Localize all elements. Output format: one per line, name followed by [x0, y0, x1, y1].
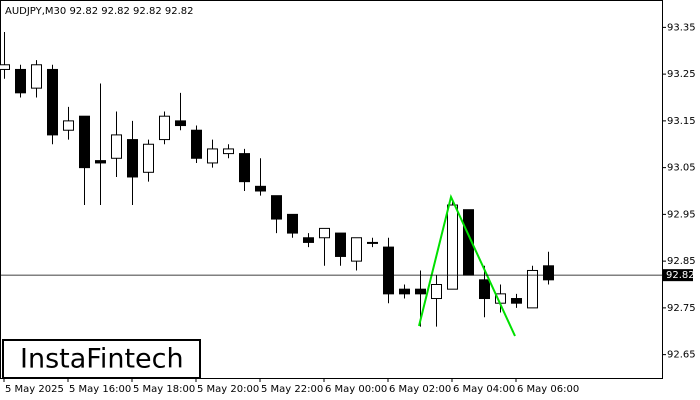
candle-body: [527, 269, 538, 309]
candle-body: [303, 237, 314, 243]
candle-body: [447, 204, 458, 290]
candle-body: [383, 246, 394, 295]
y-tick-label: 93.15: [667, 116, 696, 127]
plot-frame: [0, 0, 663, 379]
candle-body: [127, 139, 138, 178]
candle-body: [479, 279, 490, 300]
x-tick-label: 5 May 18:00: [133, 384, 195, 395]
candle-body: [191, 129, 202, 159]
y-tick-label: 93.35: [667, 22, 696, 33]
candle-body: [0, 64, 10, 70]
candle-body: [399, 288, 410, 295]
candle-body: [511, 298, 522, 304]
pattern-line: [418, 193, 516, 337]
candle-body: [415, 288, 426, 295]
x-tick-label: 5 May 2025: [5, 384, 64, 395]
last-price-label: 92.82: [666, 270, 695, 281]
candle-body: [207, 148, 218, 164]
candle-body: [543, 265, 554, 281]
x-tick-label: 6 May 04:00: [453, 384, 515, 395]
candle-body: [47, 68, 58, 136]
logo: InstaFintech: [20, 344, 184, 375]
candle-body: [111, 134, 122, 159]
candle-body: [351, 237, 362, 262]
candles: [0, 32, 554, 327]
candle-body: [367, 241, 378, 244]
y-tick-label: 92.65: [667, 350, 696, 361]
candle-body: [287, 213, 298, 234]
x-tick-label: 6 May 06:00: [517, 384, 579, 395]
x-tick-label: 5 May 16:00: [69, 384, 131, 395]
candle-body: [335, 232, 346, 257]
candle-body: [79, 115, 90, 169]
candle-body: [31, 64, 42, 89]
candle-body: [63, 120, 74, 131]
candle-body: [239, 153, 250, 183]
chart-title: AUDJPY,M30 92.82 92.82 92.82 92.82: [5, 6, 194, 17]
logo-box: [2, 339, 201, 379]
y-tick-label: 92.95: [667, 209, 696, 220]
candle-body: [223, 148, 234, 155]
candle-body: [255, 185, 266, 192]
y-tick-label: 93.05: [667, 163, 696, 174]
y-tick-label: 92.75: [667, 303, 696, 314]
candle-body: [143, 143, 154, 173]
x-tick-label: 5 May 22:00: [261, 384, 323, 395]
candle-body: [271, 195, 282, 220]
x-tick-label: 6 May 00:00: [325, 384, 387, 395]
candle-body: [175, 120, 186, 127]
candle-body: [431, 284, 442, 300]
x-tick-label: 6 May 02:00: [389, 384, 451, 395]
candle-body: [159, 115, 170, 141]
candle-body: [15, 68, 26, 94]
y-tick-label: 93.25: [667, 69, 696, 80]
candle-body: [319, 227, 330, 239]
y-tick-label: 92.85: [667, 256, 696, 267]
candle-body: [95, 160, 106, 164]
last-price-box: [663, 269, 693, 282]
x-tick-label: 5 May 20:00: [197, 384, 259, 395]
